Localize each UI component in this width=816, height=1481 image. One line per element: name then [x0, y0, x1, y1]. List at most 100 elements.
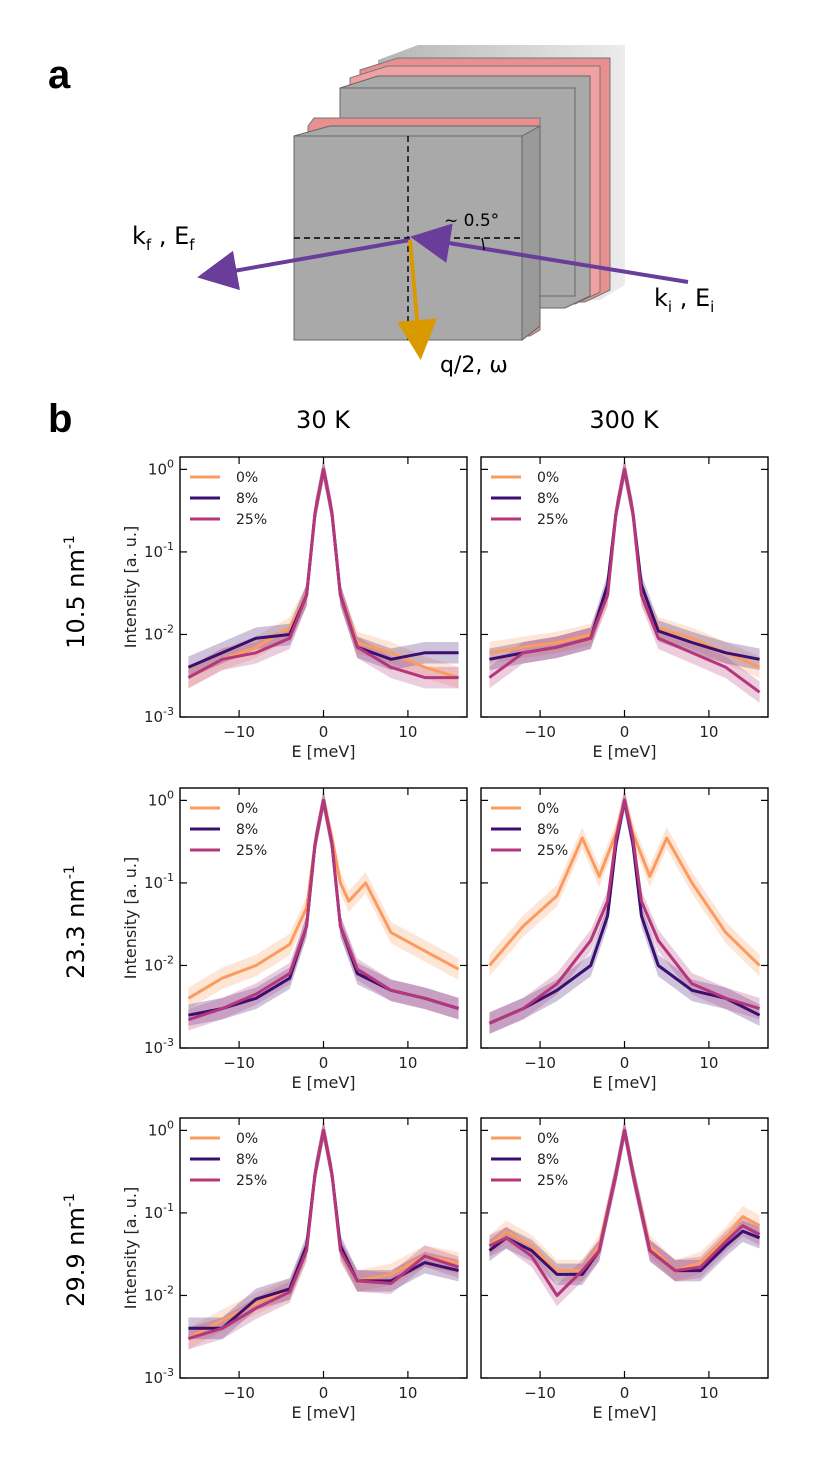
- series-line-8%: [489, 467, 760, 661]
- scattered-beam: [197, 238, 411, 291]
- series-line-25%: [488, 467, 761, 694]
- error-band-8%: [188, 789, 459, 1026]
- legend-label-25%: 25%: [236, 843, 267, 859]
- series-line-8%: [188, 1128, 459, 1330]
- series-line-25%: [187, 1128, 460, 1341]
- series-line-8%: [187, 467, 459, 669]
- panel-a: a ~ 0.5° kf , Ef ki , Ei q/2, ω: [48, 45, 714, 378]
- legend-label-0%: 0%: [537, 470, 559, 486]
- x-tick-label: 0: [319, 1384, 329, 1402]
- col-title-300K: 300 K: [589, 406, 659, 434]
- x-tick-label: 0: [319, 723, 329, 741]
- y-tick-label: 10-1: [144, 871, 174, 892]
- y-tick-label: 10-3: [144, 1366, 174, 1387]
- angle-arc: [481, 237, 485, 251]
- q-omega-label: q/2, ω: [440, 353, 508, 378]
- x-axis-label: E [meV]: [592, 1403, 656, 1422]
- x-tick-label: 10: [398, 723, 417, 741]
- error-band-25%: [489, 789, 760, 1034]
- x-axis-label: E [meV]: [291, 742, 355, 761]
- kf-Ef-label: kf , Ef: [132, 222, 195, 254]
- y-tick-label: 100: [148, 788, 174, 809]
- legend-label-0%: 0%: [537, 1131, 559, 1147]
- error-band-25%: [188, 789, 459, 1031]
- legend-label-8%: 8%: [236, 1152, 258, 1168]
- legend-label-0%: 0%: [236, 470, 258, 486]
- row-label-29.9: 29.9 nm-1: [62, 1193, 90, 1307]
- legend-label-8%: 8%: [236, 822, 258, 838]
- error-band-0%: [188, 1119, 459, 1350]
- error-band-0%: [188, 458, 459, 689]
- panel-b: b 30 K 300 K 10.5 nm-1 23.3 nm-1 29.9 nm…: [48, 397, 660, 1307]
- ki-Ei-label: ki , Ei: [654, 284, 714, 316]
- x-tick-label: 0: [319, 1054, 329, 1072]
- series-line-0%: [488, 798, 761, 967]
- legend-label-25%: 25%: [537, 1173, 568, 1189]
- chart-q29.9_30K: −10 0 10 E [meV] 10-3 10-2 10-1 100 Intensity [a…: [121, 1117, 468, 1422]
- y-axis-label: Intensity [a. u.]: [121, 1187, 140, 1309]
- series-line-25%: [187, 467, 459, 680]
- y-axis-label: Intensity [a. u.]: [121, 857, 140, 979]
- y-tick-label: 10-3: [144, 705, 174, 726]
- chart-q29.9_300K: −10 0 10 E [meV] 0% 8% 25%: [480, 1117, 769, 1422]
- x-tick-label: −10: [223, 1054, 255, 1072]
- legend-label-8%: 8%: [537, 1152, 559, 1168]
- x-axis-label: E [meV]: [592, 742, 656, 761]
- panel-b-letter: b: [48, 397, 72, 441]
- x-tick-label: 10: [699, 1054, 718, 1072]
- series-line-25%: [488, 798, 761, 1025]
- panel-a-letter: a: [48, 53, 71, 97]
- error-band-8%: [188, 1119, 459, 1340]
- legend-label-8%: 8%: [236, 491, 258, 507]
- chart-q10.5_300K: −10 0 10 E [meV] 0% 8% 25%: [480, 456, 769, 761]
- x-tick-label: −10: [524, 723, 556, 741]
- x-tick-label: 10: [699, 1384, 718, 1402]
- legend-label-0%: 0%: [236, 801, 258, 817]
- x-tick-label: −10: [223, 723, 255, 741]
- legend-label-25%: 25%: [236, 512, 267, 528]
- error-band-8%: [489, 789, 760, 1034]
- row-label-10.5: 10.5 nm-1: [62, 535, 90, 649]
- y-tick-label: 10-2: [144, 622, 174, 643]
- plot-frame: [480, 456, 769, 718]
- x-tick-label: −10: [524, 1054, 556, 1072]
- y-tick-label: 10-2: [144, 953, 174, 974]
- x-tick-label: −10: [524, 1384, 556, 1402]
- y-tick-label: 10-2: [144, 1283, 174, 1304]
- x-tick-label: 10: [699, 723, 718, 741]
- legend-label-25%: 25%: [537, 843, 568, 859]
- x-axis-label: E [meV]: [592, 1073, 656, 1092]
- x-tick-label: 10: [398, 1384, 417, 1402]
- x-tick-label: −10: [223, 1384, 255, 1402]
- chart-q10.5_30K: −10 0 10 E [meV] 10-3 10-2 10-1 100 Intensity [a…: [121, 456, 468, 761]
- error-band-25%: [188, 458, 459, 689]
- series-line-25%: [488, 1128, 761, 1297]
- legend-label-8%: 8%: [537, 491, 559, 507]
- error-band-25%: [489, 458, 760, 703]
- y-tick-label: 100: [148, 1118, 174, 1139]
- legend-label-0%: 0%: [236, 1131, 258, 1147]
- chart-q23.3_30K: −10 0 10 E [meV] 10-3 10-2 10-1 100 Intensity [a…: [121, 787, 468, 1092]
- incident-beam: [410, 223, 689, 284]
- legend-label-8%: 8%: [537, 822, 559, 838]
- x-axis-label: E [meV]: [291, 1073, 355, 1092]
- error-band-8%: [188, 458, 459, 679]
- error-band-0%: [188, 789, 459, 1010]
- series-line-25%: [187, 798, 460, 1022]
- error-band-0%: [489, 789, 760, 977]
- error-band-25%: [188, 1119, 459, 1350]
- legend-label-0%: 0%: [537, 801, 559, 817]
- row-label-23.3: 23.3 nm-1: [62, 865, 90, 979]
- x-tick-label: 0: [620, 1384, 630, 1402]
- y-tick-label: 10-1: [144, 540, 174, 561]
- chart-q23.3_300K: −10 0 10 E [meV] 0% 8% 25%: [480, 787, 769, 1092]
- legend-label-25%: 25%: [537, 512, 568, 528]
- y-tick-label: 10-3: [144, 1036, 174, 1057]
- col-title-30K: 30 K: [296, 406, 351, 434]
- error-band-25%: [489, 1119, 760, 1307]
- y-tick-label: 100: [148, 457, 174, 478]
- legend-label-25%: 25%: [236, 1173, 267, 1189]
- momentum-transfer-arrow: [397, 239, 438, 360]
- x-tick-label: 10: [398, 1054, 417, 1072]
